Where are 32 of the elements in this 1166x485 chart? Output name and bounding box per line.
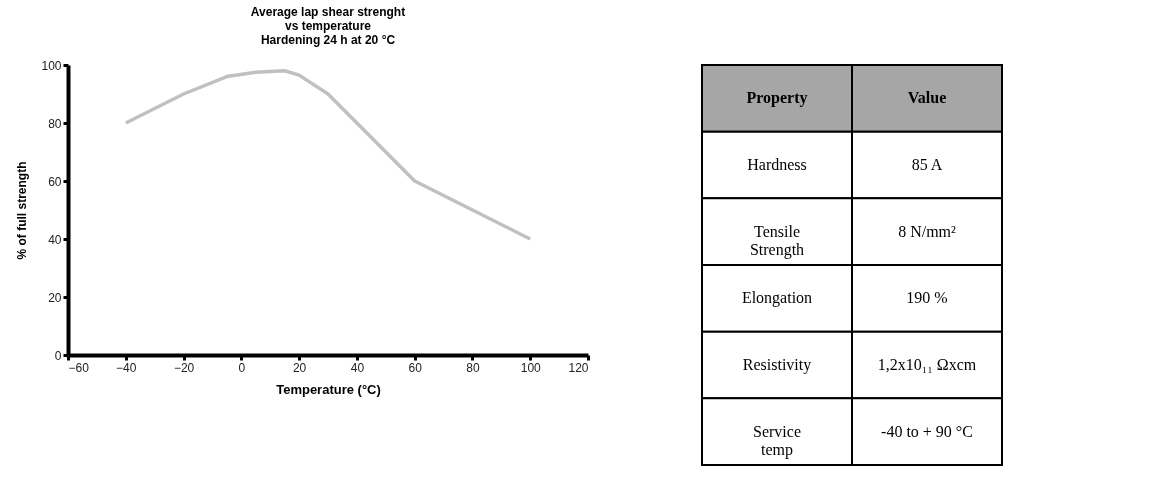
x-axis-title: Temperature (°C) [276, 381, 381, 397]
x-tick-label: 100 [520, 360, 542, 375]
x-tick-label: 80 [466, 360, 480, 375]
x-tick-label: −20 [173, 360, 195, 375]
x-tick-label: 40 [350, 360, 365, 375]
x-tick-label: 0 [238, 360, 246, 375]
x-tick-label: 20 [292, 360, 307, 375]
text: 1,2x10₁₁ Ωxcm [877, 356, 977, 373]
text: Value [907, 89, 947, 107]
line-series [124, 69, 532, 241]
x-tick-label: 120 [568, 360, 589, 375]
y-tick-label: 20 [48, 290, 62, 305]
text: Hardness [747, 156, 807, 173]
y-tick-label: 60 [48, 174, 62, 189]
x-tick-label: −60 [68, 360, 90, 375]
text: Property [746, 89, 808, 108]
y-tick-label: 80 [48, 116, 62, 131]
text: Elongation [741, 289, 813, 308]
text: 190 % [906, 289, 948, 307]
y-tick-label: 0 [54, 348, 62, 363]
x-tick-label: 60 [408, 360, 423, 375]
y-axis-title: % of full strength [15, 161, 30, 260]
y-tick-label: 100 [41, 58, 62, 73]
text: Service temp [753, 422, 801, 459]
x-tick-label: −40 [116, 360, 137, 375]
text: 8 N/mm² [898, 222, 957, 240]
chart-title: Average lap shear strenght vs temperature Hardening 24 h at 20 °C [250, 5, 406, 47]
text: Tensile Strength [749, 222, 805, 259]
text: 85 A [911, 156, 943, 173]
text: -40 to + 90 °C [881, 422, 973, 440]
text: Resistivity [742, 356, 812, 374]
y-tick-label: 40 [48, 232, 62, 247]
